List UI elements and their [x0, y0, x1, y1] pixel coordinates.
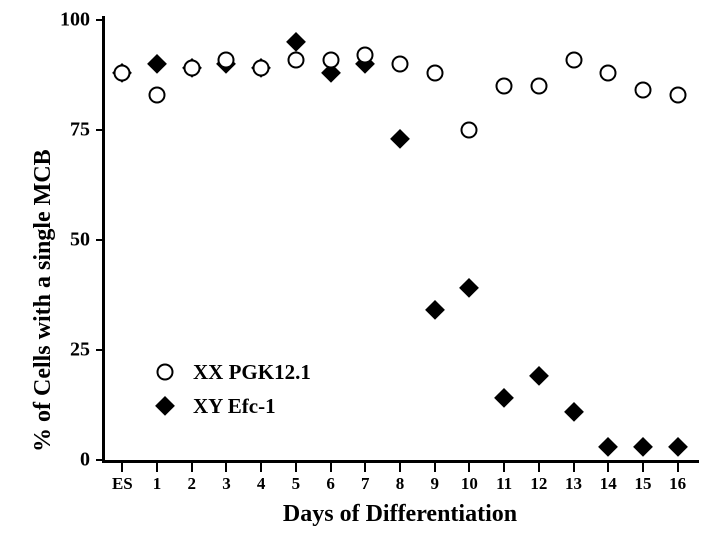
- x-tick-label: 5: [292, 474, 301, 494]
- x-tick: [573, 463, 575, 472]
- y-axis-title: % of Cells with a single MCB: [30, 149, 57, 452]
- y-tick-label: 0: [0, 449, 90, 472]
- y-tick: [96, 19, 105, 21]
- x-tick-label: 11: [496, 474, 512, 494]
- point-open-circle: [565, 51, 582, 68]
- y-tick-label: 50: [0, 229, 90, 252]
- point-open-circle: [461, 122, 478, 139]
- point-filled-diamond: [564, 402, 584, 422]
- x-tick: [642, 463, 644, 472]
- x-tick-label: 12: [530, 474, 547, 494]
- x-tick-label: 9: [430, 474, 439, 494]
- x-tick-label: 1: [153, 474, 162, 494]
- legend-label: XX PGK12.1: [193, 360, 311, 385]
- x-tick: [434, 463, 436, 472]
- x-tick: [677, 463, 679, 472]
- point-open-circle: [426, 64, 443, 81]
- legend-marker-filled-diamond: [155, 396, 175, 416]
- legend-marker-open-circle: [157, 364, 174, 381]
- x-tick-label: 10: [461, 474, 478, 494]
- point-filled-diamond: [494, 388, 514, 408]
- point-open-circle: [357, 47, 374, 64]
- point-filled-diamond: [425, 300, 445, 320]
- x-tick-label: 6: [326, 474, 335, 494]
- y-tick: [96, 129, 105, 131]
- y-tick-label: 25: [0, 339, 90, 362]
- x-tick-label: 15: [634, 474, 651, 494]
- x-tick: [468, 463, 470, 472]
- x-tick: [295, 463, 297, 472]
- x-tick: [121, 463, 123, 472]
- point-open-circle: [114, 64, 131, 81]
- legend-label: XY Efc-1: [193, 394, 276, 419]
- point-open-circle: [287, 51, 304, 68]
- point-open-circle: [253, 60, 270, 77]
- point-open-circle: [634, 82, 651, 99]
- x-tick: [225, 463, 227, 472]
- point-open-circle: [183, 60, 200, 77]
- point-filled-diamond: [668, 437, 688, 457]
- point-filled-diamond: [286, 32, 306, 52]
- y-tick-label: 75: [0, 119, 90, 142]
- point-open-circle: [669, 86, 686, 103]
- x-tick: [538, 463, 540, 472]
- x-tick-label: 4: [257, 474, 266, 494]
- point-filled-diamond: [147, 54, 167, 74]
- point-filled-diamond: [390, 129, 410, 149]
- point-open-circle: [392, 56, 409, 73]
- y-tick: [96, 239, 105, 241]
- point-open-circle: [218, 51, 235, 68]
- point-filled-diamond: [598, 437, 618, 457]
- point-filled-diamond: [459, 278, 479, 298]
- x-tick-label: 8: [396, 474, 405, 494]
- x-tick-label: 2: [188, 474, 197, 494]
- x-tick: [156, 463, 158, 472]
- mcb-scatter-chart: % of Cells with a single MCB Days of Dif…: [0, 0, 720, 546]
- x-tick-label: 3: [222, 474, 231, 494]
- point-open-circle: [322, 51, 339, 68]
- x-tick-label: 14: [600, 474, 617, 494]
- point-open-circle: [496, 78, 513, 95]
- point-open-circle: [149, 86, 166, 103]
- point-open-circle: [600, 64, 617, 81]
- y-tick: [96, 349, 105, 351]
- point-open-circle: [530, 78, 547, 95]
- y-tick: [96, 459, 105, 461]
- point-filled-diamond: [529, 366, 549, 386]
- x-tick-label: 7: [361, 474, 370, 494]
- x-tick: [364, 463, 366, 472]
- x-tick: [191, 463, 193, 472]
- x-tick-label: ES: [112, 474, 133, 494]
- point-filled-diamond: [633, 437, 653, 457]
- y-tick-label: 100: [0, 9, 90, 32]
- x-tick: [260, 463, 262, 472]
- x-tick-label: 13: [565, 474, 582, 494]
- x-tick: [330, 463, 332, 472]
- x-tick-label: 16: [669, 474, 686, 494]
- x-tick: [399, 463, 401, 472]
- x-tick: [503, 463, 505, 472]
- x-axis-title: Days of Differentiation: [105, 501, 695, 528]
- x-tick: [607, 463, 609, 472]
